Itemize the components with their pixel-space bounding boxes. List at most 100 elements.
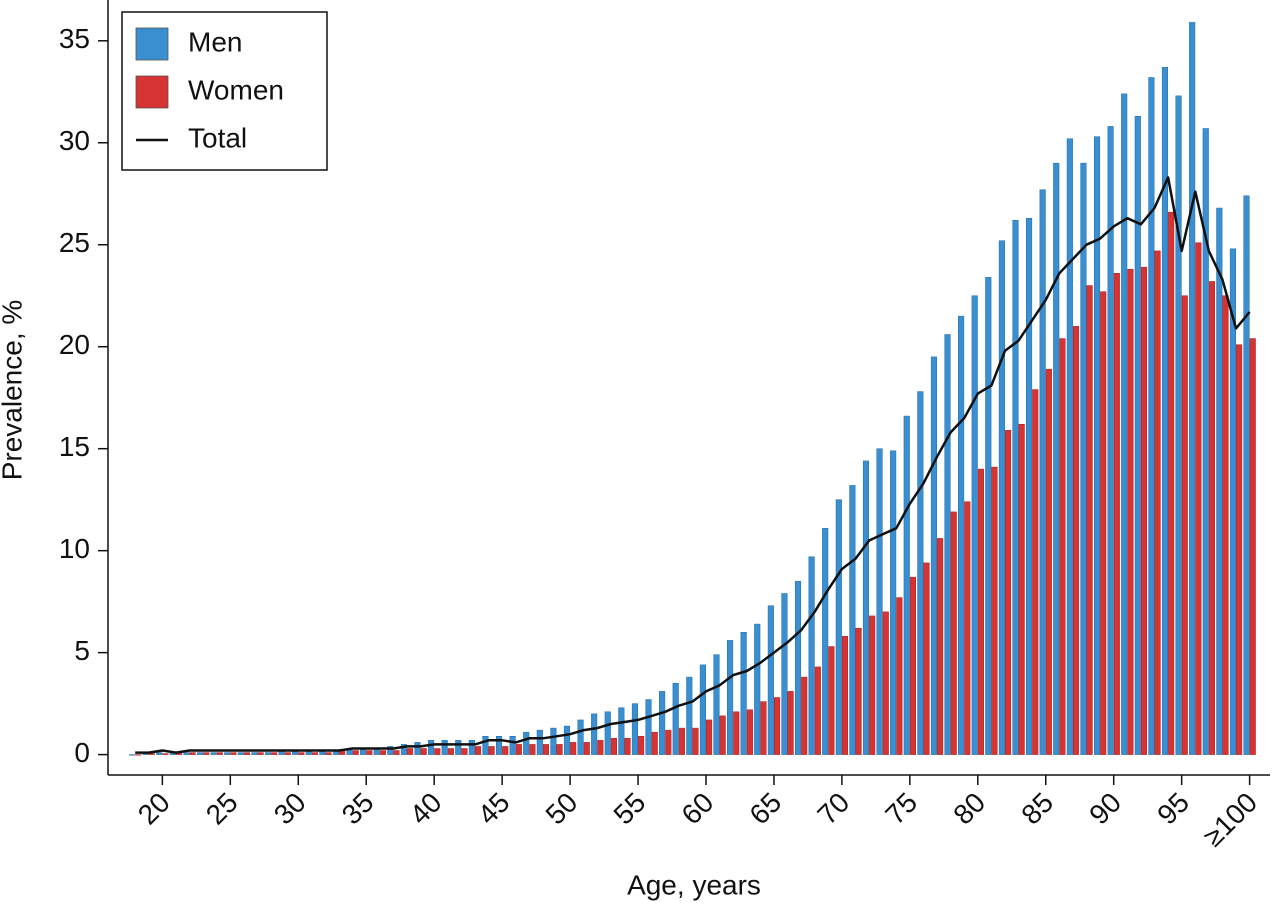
bar — [1249, 338, 1256, 755]
bar — [991, 466, 998, 755]
bar — [754, 623, 761, 755]
bar — [515, 744, 522, 755]
bar — [923, 562, 930, 755]
bar — [849, 485, 856, 755]
bar — [787, 691, 794, 755]
bar — [882, 611, 889, 755]
y-tick-label: 15 — [59, 431, 90, 462]
bar — [1229, 248, 1236, 755]
bar — [162, 753, 169, 755]
bar — [841, 636, 849, 755]
bar — [495, 736, 503, 755]
bar — [461, 748, 468, 755]
bar — [1039, 189, 1046, 755]
bar — [890, 450, 897, 755]
bar — [148, 753, 155, 755]
bar — [393, 750, 400, 755]
x-tick-label: 25 — [200, 787, 244, 831]
bar — [1086, 285, 1093, 755]
bar — [583, 742, 590, 755]
bar — [550, 727, 557, 755]
legend-label: Total — [188, 122, 247, 153]
bar — [434, 748, 441, 755]
bar — [216, 752, 223, 755]
bar — [1005, 430, 1012, 755]
bar — [713, 654, 720, 755]
bar — [284, 752, 291, 755]
bar — [719, 715, 726, 755]
bar — [1243, 195, 1250, 755]
legend-swatch — [135, 27, 169, 61]
bar — [271, 752, 278, 755]
bar — [1127, 268, 1134, 755]
legend-label: Men — [188, 26, 242, 57]
y-tick-label: 0 — [74, 737, 90, 768]
bar — [624, 738, 631, 755]
x-tick-label: 65 — [743, 787, 787, 831]
bar — [1113, 273, 1120, 755]
bar — [1216, 207, 1223, 755]
bar — [659, 691, 666, 755]
bar — [441, 740, 448, 755]
x-tick-label: 45 — [472, 787, 516, 831]
bar — [665, 729, 672, 755]
bar — [944, 334, 951, 755]
bar — [1121, 93, 1128, 755]
x-tick-label: 80 — [947, 787, 991, 831]
bar — [814, 666, 821, 755]
bar — [1208, 281, 1215, 755]
bar — [529, 744, 536, 755]
x-tick-label: 30 — [268, 787, 312, 831]
bar — [468, 740, 475, 755]
bar — [556, 744, 563, 755]
bar — [482, 736, 489, 755]
bar — [414, 742, 421, 755]
bar — [1148, 77, 1155, 755]
bar — [224, 752, 231, 755]
bar — [985, 277, 992, 755]
bar — [597, 740, 604, 755]
bar — [1140, 266, 1148, 755]
bar — [896, 597, 903, 755]
bar — [1012, 220, 1019, 755]
bar — [570, 742, 577, 755]
bar — [298, 752, 305, 755]
bar — [651, 731, 658, 755]
x-tick-label: 20 — [132, 787, 176, 831]
x-tick-label: 40 — [404, 787, 448, 831]
bar — [706, 719, 713, 755]
bar — [1072, 326, 1080, 755]
bar — [828, 646, 835, 755]
bar — [243, 752, 251, 755]
bar — [631, 703, 638, 755]
x-tick-label: 85 — [1015, 787, 1059, 831]
bar — [509, 736, 516, 755]
bar — [387, 746, 394, 755]
bar — [264, 752, 272, 755]
x-tick-label: 75 — [879, 787, 923, 831]
bar — [210, 752, 217, 755]
bar — [1066, 138, 1073, 755]
x-axis-label: Age, years — [627, 869, 761, 900]
bar — [428, 740, 435, 755]
bar — [129, 754, 136, 756]
bar — [400, 744, 407, 755]
y-axis-label: Prevalence, % — [0, 300, 27, 481]
bar — [699, 664, 706, 755]
bar — [502, 746, 509, 755]
bar — [909, 576, 916, 755]
bar — [977, 468, 984, 755]
bar — [447, 748, 454, 755]
bar — [835, 499, 842, 755]
bar — [950, 511, 957, 755]
bar — [678, 727, 685, 755]
bar — [1059, 338, 1066, 755]
bar — [638, 736, 645, 755]
bar — [257, 752, 264, 755]
x-tick-label: 70 — [811, 787, 855, 831]
bar — [1175, 95, 1182, 755]
bar — [407, 748, 414, 755]
bar — [855, 627, 862, 755]
bar — [781, 593, 788, 755]
